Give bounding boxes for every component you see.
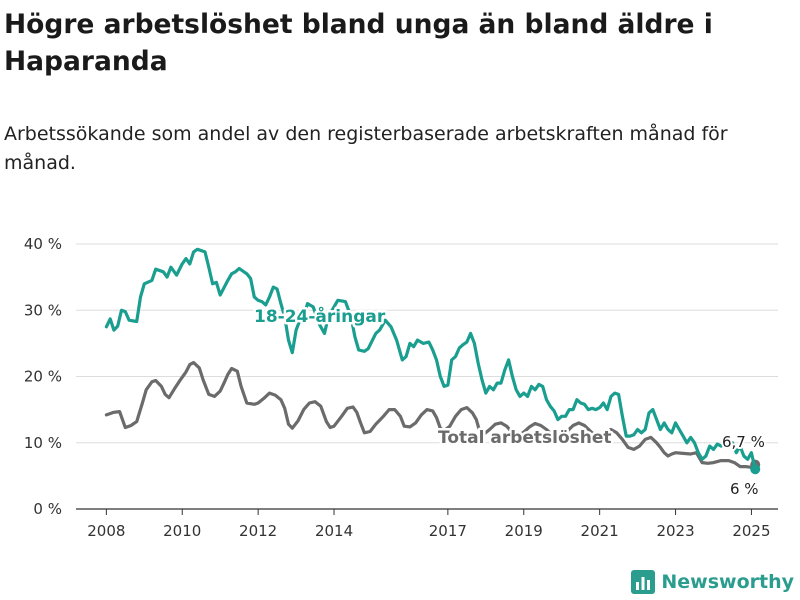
- x-tick-label: 2012: [239, 522, 277, 540]
- chart-title: Högre arbetslöshet bland unga än bland ä…: [4, 9, 713, 77]
- x-tick-label: 2021: [581, 522, 619, 540]
- series-line-total: [104, 361, 757, 469]
- series-label-total: Total arbetslöshet: [438, 428, 612, 448]
- x-tick-label: 2008: [87, 522, 125, 540]
- grid-lines: [76, 243, 778, 510]
- x-tick-label: 2025: [732, 522, 770, 540]
- end-label-total: 6,7 %: [722, 433, 765, 451]
- end-label-youth: 6 %: [730, 480, 759, 498]
- series-line-youth: [104, 247, 757, 471]
- chart-subtitle: Arbetssökande som andel av den registerb…: [4, 123, 728, 174]
- series-label-youth: 18-24-åringar: [254, 305, 386, 327]
- logo-text: Newsworthy: [661, 571, 794, 593]
- y-tick-label: 30 %: [24, 301, 62, 319]
- series-labels: 18-24-åringar Total arbetslöshet 6,7 % 6…: [252, 303, 767, 501]
- y-axis-tick-labels: 0 % 10 % 20 % 30 % 40 %: [24, 235, 62, 518]
- y-tick-label: 20 %: [24, 368, 62, 386]
- end-point-youth: [750, 464, 761, 475]
- series-lines: [104, 247, 761, 475]
- x-tick-label: 2014: [315, 522, 353, 540]
- y-tick-label: 10 %: [24, 434, 62, 452]
- x-tick-label: 2010: [163, 522, 201, 540]
- y-tick-label: 0 %: [33, 500, 62, 518]
- newsworthy-logo: Newsworthy: [631, 570, 794, 594]
- x-axis: 2008 2010 2012 2014 2017 2019 2021 2023 2025: [87, 509, 771, 540]
- y-tick-label: 40 %: [24, 235, 62, 253]
- x-tick-label: 2023: [656, 522, 694, 540]
- bar-chart-logo-icon: [631, 570, 656, 594]
- x-tick-label: 2017: [429, 522, 467, 540]
- x-tick-label: 2019: [505, 522, 543, 540]
